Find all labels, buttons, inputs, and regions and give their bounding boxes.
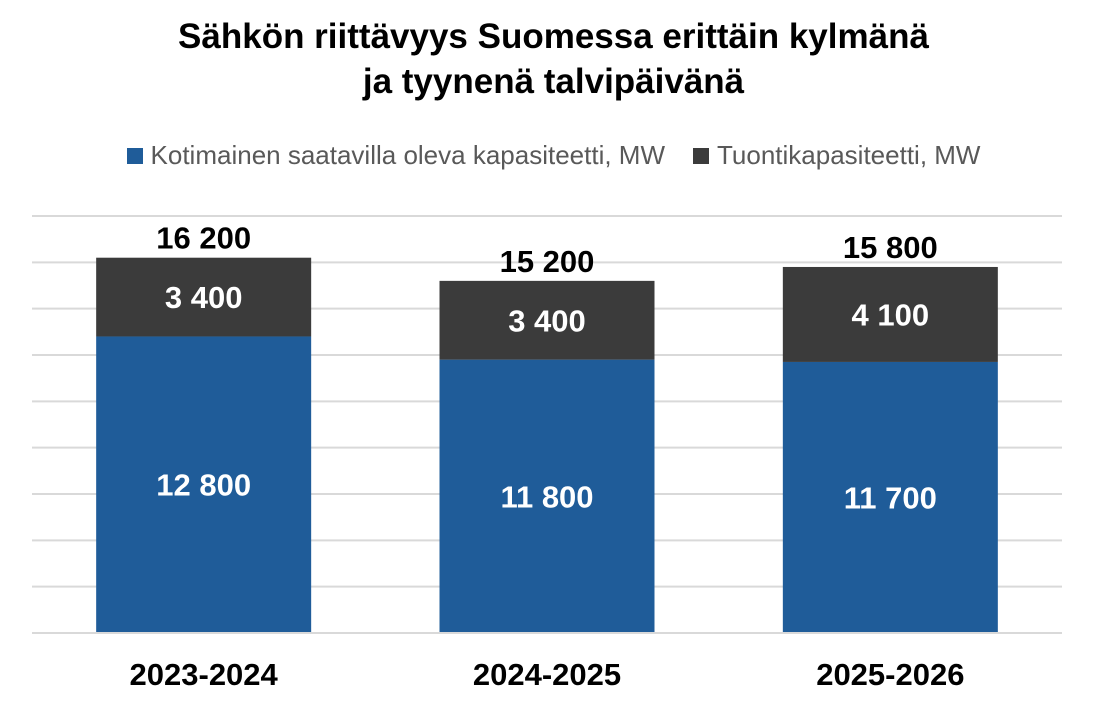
legend-item-import: Tuontikapasiteetti, MW	[693, 140, 980, 171]
data-label-import-2025-2026: 4 100	[852, 297, 930, 332]
total-label-2023-2024: 16 200	[156, 221, 251, 256]
data-label-domestic-2024-2025: 11 800	[500, 479, 593, 514]
x-tick-label-2023-2024: 2023-2024	[130, 657, 279, 692]
bar-import-2023-2024	[96, 257, 312, 337]
data-label-import-2024-2025: 3 400	[508, 303, 586, 338]
legend-label-domestic: Kotimainen saatavilla oleva kapasiteetti…	[150, 140, 665, 170]
bar-import-2024-2025	[439, 280, 655, 360]
data-label-domestic-2025-2026: 11 700	[844, 480, 937, 515]
x-tick-label-2025-2026: 2025-2026	[816, 657, 964, 692]
legend-label-import: Tuontikapasiteetti, MW	[717, 140, 981, 170]
bar-import-2025-2026	[782, 266, 998, 362]
chart-title-line-1: Sähkön riittävyys Suomessa erittäin kylm…	[178, 17, 929, 56]
bar-domestic-2023-2024	[96, 336, 312, 633]
legend-swatch-import	[693, 147, 709, 164]
bar-domestic-2024-2025	[439, 359, 655, 633]
chart-title: Sähkön riittävyys Suomessa erittäin kylm…	[0, 14, 1107, 104]
legend: Kotimainen saatavilla oleva kapasiteetti…	[0, 140, 1107, 171]
chart-title-line-2: ja tyynenä talvipäivänä	[362, 62, 745, 101]
legend-item-domestic: Kotimainen saatavilla oleva kapasiteetti…	[126, 140, 665, 171]
x-tick-label-2024-2025: 2024-2025	[473, 657, 621, 692]
data-label-domestic-2023-2024: 12 800	[156, 468, 251, 503]
data-label-import-2023-2024: 3 400	[165, 280, 243, 315]
total-label-2024-2025: 15 200	[500, 244, 595, 279]
legend-swatch-domestic	[126, 147, 143, 164]
total-label-2025-2026: 15 800	[843, 230, 938, 265]
bar-domestic-2025-2026	[782, 361, 998, 633]
